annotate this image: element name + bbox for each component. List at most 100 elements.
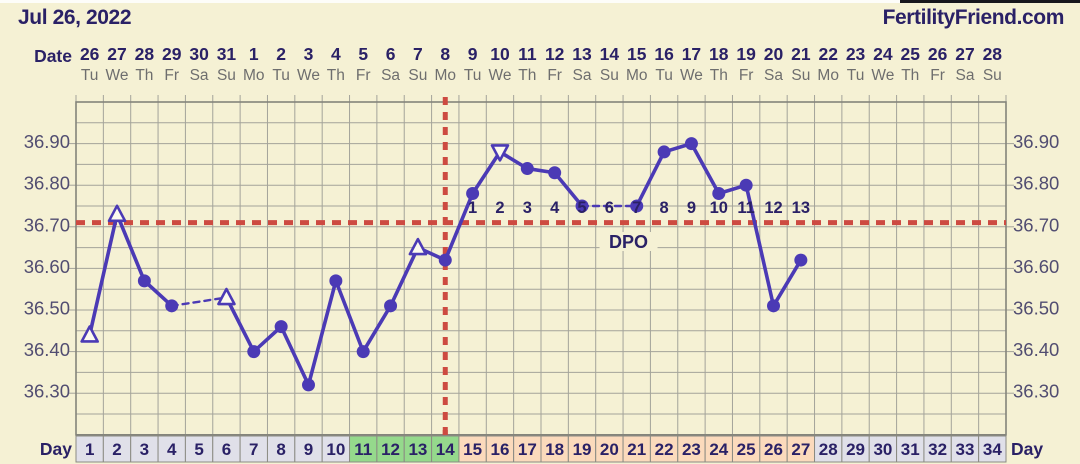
day-cell-5[interactable]	[184, 435, 214, 463]
day-cell-3[interactable]	[130, 435, 159, 463]
data-point-day-10[interactable]	[329, 274, 343, 288]
data-point-day-13[interactable]	[408, 237, 428, 256]
day-axis-label-left: Day	[40, 439, 72, 459]
y-label-left: 36.90	[24, 131, 70, 152]
date-tick: 4	[331, 44, 341, 64]
day-cell-6[interactable]	[212, 435, 241, 463]
day-cell-16[interactable]	[485, 435, 515, 463]
data-point-day-15[interactable]	[466, 187, 480, 201]
day-cell-15[interactable]	[458, 435, 487, 463]
day-cell-number: 13	[408, 440, 427, 459]
series-segment	[334, 279, 366, 354]
day-cell-14[interactable]	[431, 435, 460, 463]
day-cell-10[interactable]	[321, 435, 351, 463]
day-cell-4[interactable]	[157, 435, 186, 463]
y-label-right: 36.50	[1013, 298, 1059, 319]
day-cell-7[interactable]	[239, 435, 268, 463]
y-label-right: 36.90	[1013, 131, 1059, 152]
day-cell-31[interactable]	[896, 435, 925, 463]
date-tick: 18	[709, 44, 729, 64]
data-point-day-17[interactable]	[520, 162, 534, 176]
date-tick: 7	[413, 44, 423, 64]
data-point-day-11[interactable]	[356, 345, 370, 359]
series-segment	[224, 295, 256, 354]
data-point-day-9[interactable]	[302, 378, 315, 392]
day-cell-9[interactable]	[294, 435, 323, 463]
data-point-day-6[interactable]	[217, 287, 236, 306]
page-title: Jul 26, 2022	[18, 6, 132, 29]
data-point-day-8[interactable]	[274, 320, 288, 334]
site-link[interactable]: FertilityFriend.com	[882, 6, 1065, 29]
data-point-day-2[interactable]	[107, 204, 127, 223]
day-cell-28[interactable]	[814, 435, 843, 463]
data-point-day-18[interactable]	[548, 166, 562, 180]
date-tick: 19	[736, 44, 756, 64]
data-point-day-19[interactable]	[575, 199, 589, 213]
day-cell-number: 23	[682, 440, 701, 459]
date-tick: 28	[983, 44, 1003, 64]
grid-layer	[68, 95, 1014, 436]
data-point-day-12[interactable]	[384, 299, 398, 313]
day-cell-number: 29	[846, 440, 865, 459]
series-segment	[306, 279, 338, 387]
series-segment	[771, 258, 803, 308]
data-point-day-26[interactable]	[767, 299, 780, 313]
day-cell-8[interactable]	[266, 435, 296, 463]
data-point-day-1[interactable]	[80, 325, 99, 343]
data-point-day-4[interactable]	[165, 299, 179, 313]
day-cell-number: 9	[304, 440, 313, 459]
y-label-right: 36.60	[1013, 256, 1059, 277]
day-cell-12[interactable]	[376, 435, 405, 463]
day-cell-number: 5	[194, 440, 203, 459]
day-cell-19[interactable]	[567, 435, 597, 463]
day-cell-1[interactable]	[75, 435, 104, 463]
date-tick: 13	[572, 44, 592, 64]
y-axis-labels: 36.90 36.90 36.80 36.80 36.70 36.70 36.60 36.60…	[24, 131, 1060, 402]
dpo-tick: 7	[632, 199, 641, 217]
data-point-day-23[interactable]	[684, 137, 698, 151]
data-point-day-25[interactable]	[739, 178, 753, 192]
date-tick: 22	[818, 44, 838, 64]
day-cell-34[interactable]	[978, 435, 1007, 463]
day-cell-25[interactable]	[731, 435, 761, 463]
day-cell-24[interactable]	[704, 435, 733, 463]
day-cell-17[interactable]	[513, 435, 542, 463]
weekday-tick: We	[297, 67, 320, 84]
day-cell-21[interactable]	[622, 435, 651, 463]
day-cell-11[interactable]	[349, 435, 378, 463]
date-axis-label: Date	[34, 46, 72, 66]
dpo-tick: 3	[523, 199, 532, 217]
weekday-tick: Th	[135, 67, 153, 84]
data-point-day-24[interactable]	[712, 187, 726, 201]
data-point-day-7[interactable]	[247, 345, 261, 359]
day-cell-32[interactable]	[923, 435, 952, 463]
date-tick: 26	[928, 44, 948, 64]
weekday-tick: Th	[710, 67, 728, 84]
day-cell-2[interactable]	[102, 435, 132, 463]
day-cell-number: 7	[249, 440, 258, 459]
data-point-day-21[interactable]	[630, 199, 644, 213]
weekday-tick: Sa	[955, 67, 974, 84]
weekday-tick: Tu	[464, 67, 482, 84]
day-cell-number: 34	[983, 440, 1002, 459]
dpo-tick: 11	[737, 199, 754, 217]
data-point-day-22[interactable]	[657, 145, 671, 159]
y-label-left: 36.40	[24, 339, 70, 360]
series-segment	[87, 212, 119, 337]
data-point-day-3[interactable]	[137, 274, 151, 288]
date-tick: 11	[518, 44, 537, 64]
weekday-tick: Tu	[655, 67, 673, 84]
y-label-right: 36.30	[1013, 381, 1059, 402]
series-segment	[634, 150, 666, 208]
data-point-day-16[interactable]	[490, 144, 510, 162]
y-label-right: 36.70	[1013, 214, 1059, 235]
data-point-day-27[interactable]	[794, 253, 808, 267]
date-tick: 8	[440, 44, 450, 64]
day-cell-29[interactable]	[841, 435, 870, 463]
data-point-day-14[interactable]	[438, 253, 452, 267]
day-cell-number: 28	[819, 440, 838, 459]
day-cell-27[interactable]	[786, 435, 816, 463]
dpo-tick: 13	[792, 199, 810, 217]
